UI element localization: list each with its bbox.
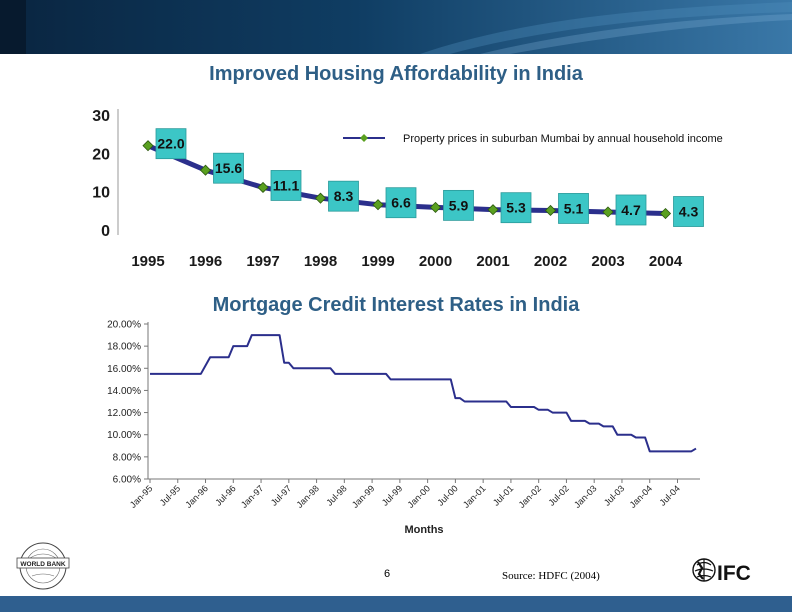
x-tick-label: Jan-99: [350, 483, 377, 510]
data-label: 6.6: [391, 195, 411, 211]
y-tick-label: 20: [92, 146, 110, 163]
data-label: 4.3: [679, 204, 699, 220]
data-label-box: [385, 187, 417, 219]
x-tick-label: Jan-00: [406, 483, 433, 510]
source-note: Source: HDFC (2004): [502, 570, 600, 582]
world-bank-logo-text: WORLD BANK: [20, 561, 65, 568]
x-tick-label: Jul-96: [213, 483, 237, 507]
x-tick-label: 2002: [534, 253, 567, 270]
x-tick-label: 1995: [131, 253, 164, 270]
data-point: [544, 204, 557, 217]
x-tick-label: Jul-99: [380, 483, 404, 507]
x-tick-label: Jan-03: [572, 483, 599, 510]
data-label-box: [328, 180, 359, 212]
ifc-logo-text: IFC: [717, 562, 751, 585]
data-label: 8.3: [334, 188, 354, 204]
data-point: [257, 181, 269, 194]
data-label: 5.3: [506, 200, 526, 216]
data-point: [659, 207, 672, 220]
data-label: 5.9: [449, 197, 469, 213]
y-tick-label: 16.00%: [107, 364, 141, 375]
data-label-box: [155, 128, 187, 160]
chart1-title: Improved Housing Affordability in India: [209, 63, 583, 85]
chart2-title: Mortgage Credit Interest Rates in India: [212, 294, 580, 316]
data-label-box: [615, 194, 647, 226]
x-tick-label: Jul-98: [324, 483, 348, 507]
data-label-box: [500, 192, 532, 224]
x-tick-label: Jan-01: [461, 483, 488, 510]
y-tick-label: 18.00%: [107, 342, 141, 353]
x-tick-label: 2001: [476, 253, 509, 270]
data-point: [314, 192, 327, 204]
x-tick-label: 1998: [304, 253, 337, 270]
series-line: [150, 334, 697, 453]
data-label-box: [213, 152, 244, 184]
data-label-box: [673, 196, 704, 227]
y-tick-label: 30: [92, 108, 110, 125]
data-label: 11.1: [273, 177, 300, 193]
x-tick-label: 1996: [189, 253, 222, 270]
ifc-logo: IFC: [692, 558, 751, 585]
x-tick-label: Jan-04: [628, 483, 655, 510]
x-tick-label: 2004: [649, 253, 683, 270]
data-label-box: [443, 189, 474, 221]
data-point: [142, 140, 154, 152]
x-axis-title: Months: [404, 524, 443, 536]
data-label: 4.7: [621, 202, 641, 218]
x-tick-label: 2003: [591, 253, 624, 270]
data-point: [372, 199, 384, 211]
data-label-box: [558, 193, 589, 224]
data-label: 15.6: [215, 160, 242, 176]
header-band: [0, 0, 792, 54]
y-tick-label: 8.00%: [113, 452, 141, 463]
interest-rate-chart: 6.00% 8.00% 10.00% 12.00% 14.00% 16.00% 18.00%…: [107, 320, 700, 536]
x-tick-label: Jul-02: [546, 483, 570, 507]
x-tick-label: Jan-95: [128, 483, 155, 510]
data-label-box: [270, 170, 302, 201]
page-number: 6: [384, 568, 391, 580]
data-point: [429, 201, 442, 213]
footer-band: [0, 596, 792, 612]
x-tick-label: Jul-00: [435, 483, 459, 507]
data-label: 5.1: [564, 200, 584, 216]
legend-marker: [360, 134, 368, 142]
y-tick-label: 10.00%: [107, 430, 141, 441]
x-tick-label: 1999: [361, 253, 394, 270]
legend-label: Property prices in suburban Mumbai by an…: [403, 133, 723, 145]
y-tick-label: 12.00%: [107, 408, 141, 419]
y-tick-label: 20.00%: [107, 320, 141, 331]
data-label: 22.0: [157, 136, 184, 152]
y-tick-label: 10: [92, 185, 110, 202]
x-tick-label: 1997: [246, 253, 279, 270]
x-tick-label: Jan-02: [517, 483, 544, 510]
x-tick-label: Jul-95: [158, 483, 182, 507]
y-tick-label: 14.00%: [107, 386, 141, 397]
y-tick-label: 0: [101, 223, 110, 240]
x-tick-label: Jul-97: [269, 483, 293, 507]
world-bank-logo: WORLD BANK: [16, 542, 70, 590]
data-point: [199, 164, 212, 176]
data-point: [602, 206, 614, 218]
x-tick-label: Jul-03: [602, 483, 626, 507]
x-tick-label: Jan-98: [294, 483, 321, 510]
x-tick-label: Jul-01: [491, 483, 515, 507]
x-tick-label: Jul-04: [657, 483, 681, 507]
x-tick-label: Jan-97: [239, 483, 266, 510]
x-tick-label: 2000: [419, 253, 452, 270]
y-tick-label: 6.00%: [113, 475, 141, 486]
affordability-chart: 0 10 20 30 1995 1996 1997 1998 1999 2000 2001 2002 2…: [92, 108, 723, 270]
x-tick-label: Jan-96: [183, 483, 210, 510]
data-point: [487, 204, 499, 216]
